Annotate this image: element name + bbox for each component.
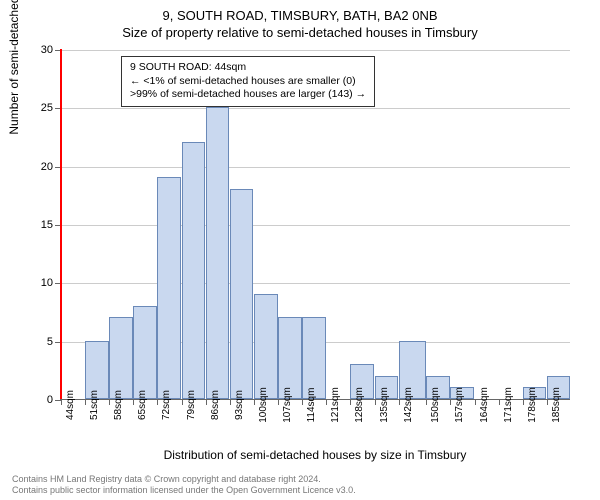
y-tick-label: 10	[41, 277, 53, 289]
histogram-bar	[157, 177, 181, 399]
grid-line	[61, 108, 570, 109]
x-tick-label: 185sqm	[551, 387, 562, 423]
x-tick-label: 150sqm	[430, 387, 441, 423]
x-tick-label: 178sqm	[527, 387, 538, 423]
footer-line1: Contains HM Land Registry data © Crown c…	[12, 474, 356, 485]
x-tick-label: 135sqm	[379, 387, 390, 423]
x-tick-label: 51sqm	[89, 390, 100, 420]
y-tick-label: 5	[47, 336, 53, 348]
footer-line2: Contains public sector information licen…	[12, 485, 356, 496]
chart-title-sub: Size of property relative to semi-detach…	[0, 25, 600, 40]
histogram-bar	[182, 142, 206, 399]
x-tick-label: 100sqm	[258, 387, 269, 423]
x-tick	[450, 399, 451, 405]
y-tick-label: 0	[47, 394, 53, 406]
annotation-line: 9 SOUTH ROAD: 44sqm	[130, 61, 366, 75]
histogram-bar	[230, 189, 254, 399]
x-tick	[109, 399, 110, 405]
x-tick	[182, 399, 183, 405]
annotation-line: ← <1% of semi-detached houses are smalle…	[130, 75, 366, 89]
x-tick	[302, 399, 303, 405]
x-tick	[475, 399, 476, 405]
y-tick-label: 25	[41, 102, 53, 114]
annotation-box: 9 SOUTH ROAD: 44sqm← <1% of semi-detache…	[121, 56, 375, 107]
y-axis-title: Number of semi-detached properties	[7, 0, 21, 135]
x-tick-label: 171sqm	[503, 387, 514, 423]
x-tick	[230, 399, 231, 405]
histogram-bar	[254, 294, 278, 399]
x-tick	[278, 399, 279, 405]
x-axis-title: Distribution of semi-detached houses by …	[60, 448, 570, 462]
footer-attribution: Contains HM Land Registry data © Crown c…	[12, 474, 356, 496]
x-tick	[499, 399, 500, 405]
x-tick	[133, 399, 134, 405]
x-tick-label: 121sqm	[330, 387, 341, 423]
x-tick	[157, 399, 158, 405]
x-tick-label: 164sqm	[479, 387, 490, 423]
grid-line	[61, 283, 570, 284]
x-tick-label: 107sqm	[282, 387, 293, 423]
grid-line	[61, 167, 570, 168]
x-tick-label: 72sqm	[161, 390, 172, 420]
histogram-bar	[133, 306, 157, 399]
x-tick	[326, 399, 327, 405]
x-tick-label: 86sqm	[210, 390, 221, 420]
x-tick-label: 93sqm	[234, 390, 245, 420]
x-tick	[375, 399, 376, 405]
histogram-bar	[109, 317, 133, 399]
x-tick	[206, 399, 207, 405]
x-tick-label: 79sqm	[186, 390, 197, 420]
x-tick	[254, 399, 255, 405]
grid-line	[61, 225, 570, 226]
chart-title-main: 9, SOUTH ROAD, TIMSBURY, BATH, BA2 0NB	[0, 8, 600, 23]
x-tick-label: 128sqm	[354, 387, 365, 423]
marker-line	[60, 49, 62, 399]
x-tick-label: 58sqm	[113, 390, 124, 420]
y-tick-label: 15	[41, 219, 53, 231]
x-tick-label: 142sqm	[403, 387, 414, 423]
x-tick-label: 157sqm	[454, 387, 465, 423]
annotation-line: >99% of semi-detached houses are larger …	[130, 88, 366, 102]
x-tick	[547, 399, 548, 405]
x-tick-label: 65sqm	[137, 390, 148, 420]
x-tick-label: 44sqm	[65, 390, 76, 420]
y-tick-label: 30	[41, 44, 53, 56]
histogram-bar	[206, 107, 230, 399]
x-tick	[399, 399, 400, 405]
x-tick	[350, 399, 351, 405]
x-tick-label: 114sqm	[306, 388, 317, 423]
y-tick-label: 20	[41, 161, 53, 173]
grid-line	[61, 50, 570, 51]
x-tick	[85, 399, 86, 405]
x-tick	[523, 399, 524, 405]
x-tick	[426, 399, 427, 405]
x-tick	[61, 399, 62, 405]
chart-plot-area: 05101520253044sqm51sqm58sqm65sqm72sqm79s…	[60, 50, 570, 400]
